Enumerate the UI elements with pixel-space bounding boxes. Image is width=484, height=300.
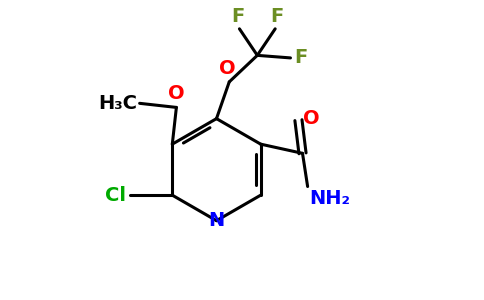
Text: F: F [231, 7, 244, 26]
Text: O: O [302, 109, 319, 128]
Text: O: O [168, 84, 185, 103]
Text: H₃C: H₃C [98, 94, 137, 113]
Text: Cl: Cl [106, 186, 126, 205]
Text: F: F [271, 7, 284, 26]
Text: O: O [219, 59, 236, 78]
Text: F: F [295, 48, 308, 68]
Text: NH₂: NH₂ [310, 188, 351, 208]
Text: N: N [209, 211, 225, 230]
